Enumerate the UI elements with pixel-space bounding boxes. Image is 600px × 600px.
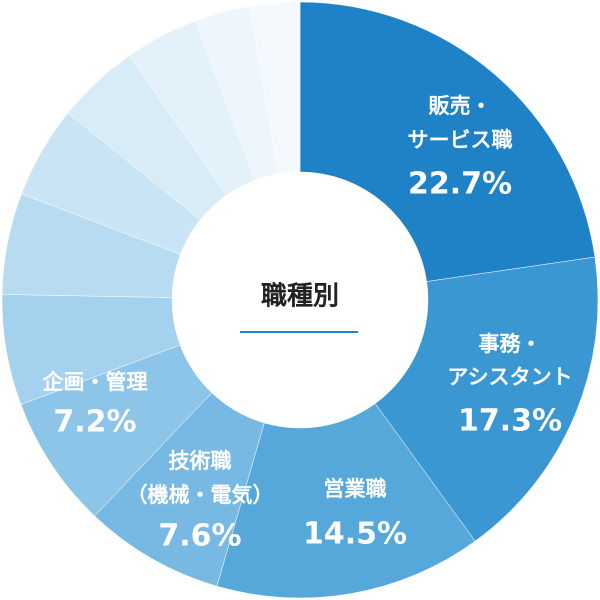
donut-hole — [172, 172, 428, 428]
value-label: 7.6% — [158, 519, 241, 554]
value-label: 7.2% — [53, 405, 136, 440]
category-label: アシスタント — [447, 365, 572, 389]
category-label: （機械・電気） — [127, 483, 274, 507]
value-label: 22.7% — [408, 167, 512, 202]
category-label: 事務・ — [479, 332, 542, 356]
category-label: 販売・ — [429, 94, 492, 118]
category-label: 企画・管理 — [42, 370, 148, 394]
value-label: 14.5% — [303, 517, 407, 552]
category-label: 営業職 — [324, 477, 387, 501]
category-label: サービス職 — [408, 128, 513, 152]
chart-title: 職種別 — [261, 282, 339, 312]
category-label: 技術職 — [169, 449, 232, 473]
value-label: 17.3% — [458, 404, 562, 439]
